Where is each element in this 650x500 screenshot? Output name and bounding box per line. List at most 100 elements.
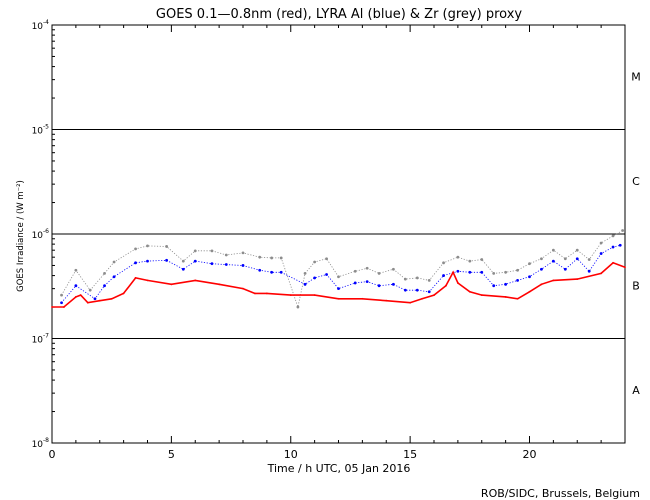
goes-xray-point: [540, 283, 543, 286]
lyra-zr-point: [599, 241, 603, 245]
lyra-al-point: [563, 267, 567, 271]
goes-xray-point: [516, 297, 519, 300]
lyra-al-point: [134, 261, 137, 265]
goes-xray-point: [289, 294, 292, 297]
x-tick-label: 0: [49, 448, 56, 461]
lyra-al-point: [103, 284, 106, 288]
goes-xray-point: [86, 301, 89, 304]
lyra-al-point: [325, 273, 328, 276]
lyra-al-point: [279, 270, 283, 274]
goes-xray-point: [98, 299, 101, 302]
lyra-al-point: [480, 270, 484, 274]
lyra-al-point: [415, 288, 419, 292]
class-label-C: C: [632, 175, 640, 188]
lyra-zr-point: [337, 275, 340, 279]
lyra-al-point: [456, 269, 460, 273]
lyra-al-point: [540, 267, 543, 271]
lyra-zr-point: [551, 248, 555, 252]
goes-xray-point: [504, 296, 507, 298]
goes-xray-point: [624, 266, 626, 269]
lyra-al-point: [516, 278, 519, 282]
y-tick-label: 10-8: [32, 437, 50, 450]
lyra-al-point: [587, 269, 591, 273]
lyra-al-point: [181, 267, 185, 271]
lyra-zr-point: [427, 278, 431, 282]
lyra-al-point: [165, 258, 169, 262]
goes-xray-series-line: [52, 261, 626, 308]
lyra-al-point: [353, 281, 357, 285]
lyra-zr-point: [224, 253, 228, 257]
lyra-zr-point: [88, 288, 92, 292]
goes-xray-point: [122, 292, 125, 295]
x-tick-label: 20: [523, 448, 537, 461]
lyra-zr-point: [621, 229, 625, 232]
lyra-al-point: [303, 282, 307, 286]
lyra-zr-point: [353, 269, 357, 273]
lyra-al-point: [241, 264, 245, 267]
goes-xray-point: [194, 279, 197, 282]
goes-xray-point: [110, 297, 113, 300]
lyra-al-trace: [61, 244, 621, 303]
goes-xray-point: [313, 294, 316, 297]
lyra-al-point: [403, 288, 407, 292]
lyra-al-point: [270, 270, 274, 274]
lyra-al-point: [492, 284, 496, 288]
class-label-M: M: [631, 71, 641, 84]
lyra-zr-point: [415, 276, 419, 280]
lyra-zr-point: [296, 305, 300, 309]
y-axis-label: GOES Irradiance / (W m⁻²): [16, 180, 26, 292]
lyra-al-point: [146, 259, 149, 263]
lyra-zr-trace: [61, 230, 623, 309]
lyra-al-point: [599, 252, 603, 255]
x-tick-label: 15: [403, 448, 417, 461]
plot-area: 0 5 10 15 20 10-8 10-7 10-6 10-5 10-4 A B C M: [32, 19, 641, 461]
lyra-zr-point: [480, 258, 484, 261]
lyra-zr-point: [528, 262, 531, 266]
lyra-zr-point: [365, 266, 369, 270]
lyra-zr-point: [134, 247, 137, 251]
goes-xray-point: [445, 284, 447, 287]
goes-xray-point: [146, 279, 149, 282]
y-tick-label: 10-6: [32, 228, 50, 241]
lyra-zr-point: [258, 255, 262, 259]
goes-xray-point: [265, 292, 268, 295]
goes-xray-point: [63, 306, 65, 308]
goes-xray-point: [361, 297, 364, 300]
chart-title: GOES 0.1—0.8nm (red), LYRA Al (blue) & Z…: [156, 7, 522, 22]
class-label-B: B: [632, 280, 640, 293]
goes-xray-point: [385, 299, 388, 302]
lyra-zr-point: [241, 251, 245, 255]
lyra-zr-point: [165, 245, 169, 248]
lyra-al-point: [618, 243, 622, 247]
lyra-zr-point: [210, 249, 214, 253]
lyra-al-point: [611, 245, 615, 249]
lyra-zr-point: [279, 256, 283, 260]
x-tick-label: 10: [284, 448, 298, 461]
lyra-zr-point: [504, 270, 508, 274]
goes-xray-point: [576, 278, 579, 281]
goes-xray-point: [170, 283, 173, 286]
lyra-al-point: [575, 257, 579, 261]
lyra-al-point: [528, 275, 531, 279]
lyra-al-point: [74, 284, 78, 288]
goes-xray-point: [456, 282, 459, 284]
lyra-al-point: [504, 282, 508, 286]
lyra-al-point: [93, 297, 97, 301]
lyra-zr-point: [325, 257, 328, 261]
lyra-zr-point: [468, 259, 472, 263]
lyra-zr-point: [60, 293, 63, 297]
lyra-zr-point: [181, 259, 185, 263]
lyra-al-point: [365, 280, 369, 284]
lyra-zr-point: [377, 271, 381, 275]
lyra-al-point: [427, 290, 431, 294]
lyra-al-point: [468, 270, 472, 274]
goes-xray-point: [452, 271, 454, 274]
lyra-al-point: [442, 274, 445, 277]
y-tick-label: 10-4: [32, 19, 50, 32]
lyra-zr-point: [540, 257, 543, 261]
x-axis-label: Time / h UTC, 05 Jan 2016: [267, 462, 411, 475]
lyra-zr-point: [74, 268, 78, 272]
lyra-zr-point: [456, 255, 460, 259]
lyra-zr-point: [146, 244, 149, 248]
lyra-zr-point: [112, 260, 116, 264]
